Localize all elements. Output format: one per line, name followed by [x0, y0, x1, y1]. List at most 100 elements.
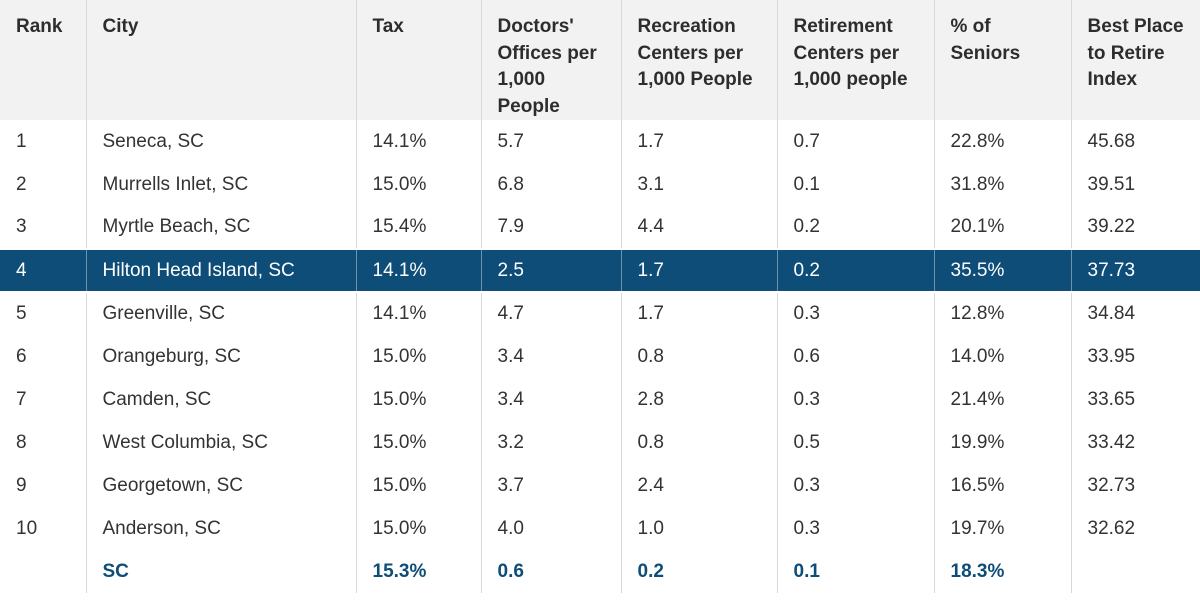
doctors-offices-cell: 3.7: [480, 464, 621, 507]
total-retirement-centers-cell: 0.1: [776, 550, 934, 593]
tax-cell: 15.4%: [355, 206, 481, 249]
retirement-centers-cell: 0.3: [776, 464, 934, 507]
city-cell: Anderson, SC: [85, 507, 356, 550]
table-row: 10 Anderson, SC 15.0% 4.0 1.0 0.3 19.7% 32.62: [0, 507, 1200, 550]
table-row: 9 Georgetown, SC 15.0% 3.7 2.4 0.3 16.5% 32.73: [0, 464, 1200, 507]
percent-seniors-cell: 31.8%: [933, 163, 1071, 206]
rank-cell: 9: [16, 474, 27, 496]
table-header: Rank City Tax Doctors' Offices per 1,000…: [0, 0, 1200, 120]
percent-seniors-cell: 20.1%: [933, 206, 1071, 249]
recreation-centers-cell: 1.7: [620, 120, 777, 163]
rank-cell: 4: [0, 248, 86, 293]
tax-cell: 14.1%: [355, 120, 481, 163]
retire-index-cell: 39.51: [1070, 163, 1200, 206]
city-cell: Orangeburg, SC: [85, 335, 356, 378]
percent-seniors-cell: 22.8%: [933, 120, 1071, 163]
header-doctors-offices: Doctors' Offices per 1,000 People: [480, 0, 621, 120]
percent-seniors-cell: 19.9%: [933, 421, 1071, 464]
table-row: 5 Greenville, SC 14.1% 4.7 1.7 0.3 12.8% 34.84: [0, 292, 1200, 335]
header-tax: Tax: [355, 0, 481, 120]
table-row: 2 Murrells Inlet, SC 15.0% 6.8 3.1 0.1 31.8% 39…: [0, 163, 1200, 206]
rank-cell: 3: [16, 216, 27, 237]
recreation-centers-cell: 4.4: [620, 206, 777, 249]
table-row: 4 Hilton Head Island, SC 14.1% 2.5 1.7 0.2 35.…: [0, 248, 1200, 293]
total-retire-index-cell: [1070, 550, 1200, 593]
total-percent-seniors-cell: 18.3%: [933, 550, 1071, 593]
header-row: Rank City Tax Doctors' Offices per 1,000…: [0, 0, 1200, 120]
retirement-centers-cell: 0.6: [776, 335, 934, 378]
doctors-offices-cell: 7.9: [480, 206, 621, 249]
total-tax-cell: 15.3%: [355, 550, 481, 593]
table-body: 1 Seneca, SC 14.1% 5.7 1.7 0.7 22.8% 45.68 2 Murr…: [0, 120, 1200, 593]
tax-cell: 15.0%: [355, 335, 481, 378]
rank-cell: 8: [16, 431, 27, 453]
doctors-offices-cell: 4.7: [480, 292, 621, 335]
retirement-centers-cell: 0.1: [776, 163, 934, 206]
percent-seniors-cell: 21.4%: [933, 378, 1071, 421]
table-row: 6 Orangeburg, SC 15.0% 3.4 0.8 0.6 14.0% 33.95: [0, 335, 1200, 378]
state-total-row: SC 15.3% 0.6 0.2 0.1 18.3%: [0, 550, 1200, 593]
rank-cell: 5: [16, 303, 27, 324]
doctors-offices-cell: 6.8: [480, 163, 621, 206]
city-cell: Greenville, SC: [85, 292, 356, 335]
retire-index-cell: 37.73: [1070, 248, 1200, 293]
recreation-centers-cell: 0.8: [620, 421, 777, 464]
total-recreation-centers-cell: 0.2: [620, 550, 777, 593]
total-city-cell: SC: [85, 550, 356, 593]
tax-cell: 15.0%: [355, 507, 481, 550]
city-cell: Hilton Head Island, SC: [85, 248, 356, 293]
table-row: 1 Seneca, SC 14.1% 5.7 1.7 0.7 22.8% 45.68: [0, 120, 1200, 163]
retirement-centers-cell: 0.7: [776, 120, 934, 163]
recreation-centers-cell: 2.8: [620, 378, 777, 421]
percent-seniors-cell: 14.0%: [933, 335, 1071, 378]
table-row: 7 Camden, SC 15.0% 3.4 2.8 0.3 21.4% 33.65: [0, 378, 1200, 421]
retire-index-cell: 45.68: [1070, 120, 1200, 163]
header-rank: Rank: [0, 0, 86, 120]
recreation-centers-cell: 2.4: [620, 464, 777, 507]
tax-cell: 15.0%: [355, 464, 481, 507]
percent-seniors-cell: 16.5%: [933, 464, 1071, 507]
retire-index-cell: 32.62: [1070, 507, 1200, 550]
doctors-offices-cell: 2.5: [480, 248, 621, 293]
retire-index-cell: 39.22: [1070, 206, 1200, 249]
recreation-centers-cell: 1.0: [620, 507, 777, 550]
doctors-offices-cell: 5.7: [480, 120, 621, 163]
table-row: 8 West Columbia, SC 15.0% 3.2 0.8 0.5 19.9% 33.…: [0, 421, 1200, 464]
rank-cell: 6: [16, 345, 27, 367]
rank-cell: 1: [16, 130, 27, 152]
retirement-centers-cell: 0.2: [776, 206, 934, 249]
recreation-centers-cell: 1.7: [620, 248, 777, 293]
recreation-centers-cell: 1.7: [620, 292, 777, 335]
retire-index-cell: 34.84: [1070, 292, 1200, 335]
header-percent-seniors: % of Seniors: [933, 0, 1071, 120]
tax-cell: 15.0%: [355, 378, 481, 421]
rank-cell: 7: [16, 388, 27, 410]
header-recreation-centers: Recreation Centers per 1,000 People: [620, 0, 777, 120]
doctors-offices-cell: 3.4: [480, 335, 621, 378]
city-cell: Murrells Inlet, SC: [85, 163, 356, 206]
rank-cell: 2: [16, 173, 27, 195]
header-retirement-centers: Retirement Centers per 1,000 people: [776, 0, 934, 120]
tax-cell: 14.1%: [355, 292, 481, 335]
retire-index-cell: 33.65: [1070, 378, 1200, 421]
doctors-offices-cell: 3.2: [480, 421, 621, 464]
retire-index-cell: 33.95: [1070, 335, 1200, 378]
percent-seniors-cell: 19.7%: [933, 507, 1071, 550]
tax-cell: 15.0%: [355, 163, 481, 206]
tax-cell: 15.0%: [355, 421, 481, 464]
header-retire-index: Best Place to Retire Index: [1070, 0, 1200, 120]
total-rank-cell: [0, 550, 86, 593]
recreation-centers-cell: 0.8: [620, 335, 777, 378]
percent-seniors-cell: 35.5%: [933, 248, 1071, 293]
retirement-centers-cell: 0.5: [776, 421, 934, 464]
city-cell: Camden, SC: [85, 378, 356, 421]
doctors-offices-cell: 3.4: [480, 378, 621, 421]
retirement-centers-cell: 0.3: [776, 378, 934, 421]
retirement-centers-cell: 0.3: [776, 507, 934, 550]
city-cell: West Columbia, SC: [85, 421, 356, 464]
table-row: 3 Myrtle Beach, SC 15.4% 7.9 4.4 0.2 20.1% 39.2…: [0, 206, 1200, 249]
city-cell: Georgetown, SC: [85, 464, 356, 507]
retire-index-cell: 32.73: [1070, 464, 1200, 507]
city-cell: Myrtle Beach, SC: [85, 206, 356, 249]
